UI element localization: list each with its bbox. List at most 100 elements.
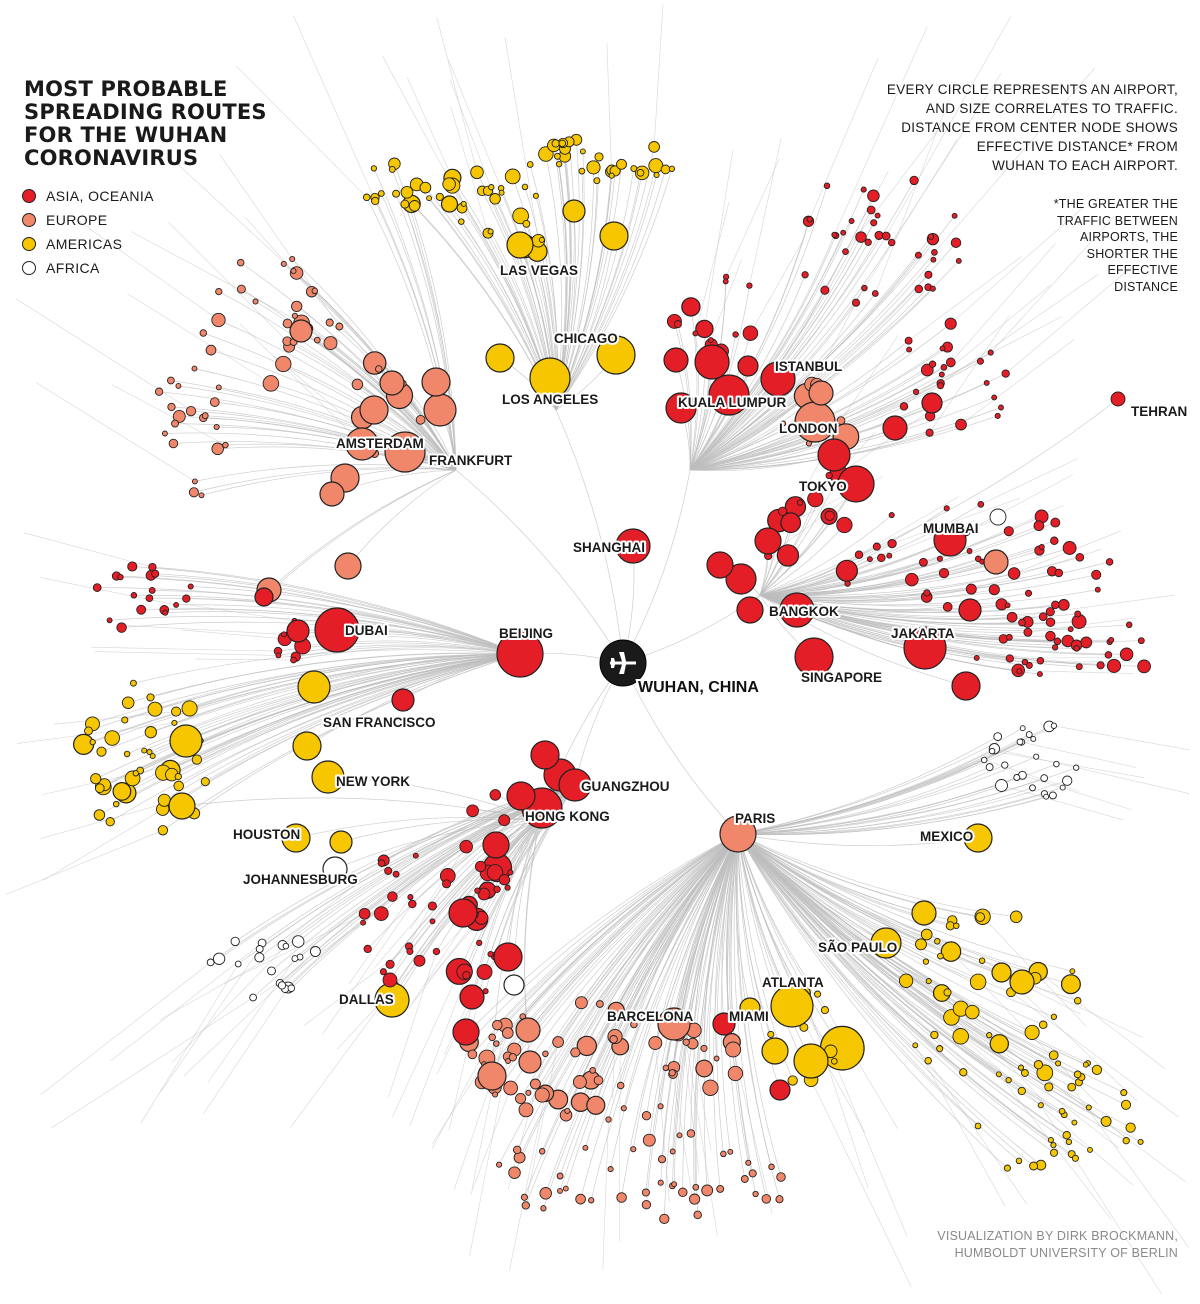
airport-node-americas <box>991 962 1012 983</box>
airport-node-asia <box>860 186 867 193</box>
route-line <box>555 172 641 411</box>
airport-node-asia <box>921 392 943 414</box>
route-line <box>468 833 739 1043</box>
airport-node-asia <box>1075 663 1083 671</box>
legend-item-europe: EUROPE <box>22 208 154 232</box>
route-line <box>689 235 887 471</box>
route-line <box>727 833 746 1180</box>
city-label: MIAMI <box>729 1009 769 1024</box>
route-line <box>737 766 990 835</box>
airport-node-africa <box>1048 791 1057 800</box>
route-line <box>689 235 880 471</box>
airport-node-asia <box>1110 391 1126 407</box>
city-label-layer: SHANGHAI BEIJING GUANGZHOU HONG KONG PARIS DU… <box>231 261 1189 1026</box>
airport-node-americas <box>1087 1146 1093 1153</box>
airport-node-asia <box>360 919 367 926</box>
airport-node-asia <box>1016 668 1023 675</box>
route-line <box>182 653 521 799</box>
route-line <box>689 236 932 471</box>
airport-node-americas <box>460 200 467 207</box>
airport-node-americas <box>112 800 120 808</box>
airport-node-asia <box>777 506 788 516</box>
airport-node-europe <box>582 1144 589 1151</box>
airport-node-asia <box>905 572 919 587</box>
city-label: BEIJING <box>499 626 553 641</box>
airport-node-americas <box>1071 1154 1079 1162</box>
airport-node-asia <box>951 671 981 701</box>
airport-node-asia <box>801 271 809 279</box>
airport-node-americas <box>814 990 822 998</box>
route-line <box>128 652 521 704</box>
route-line <box>16 722 175 744</box>
airport-node-americas <box>90 773 102 785</box>
route-line <box>178 653 521 787</box>
airport-node-americas <box>329 830 353 854</box>
airport-node-europe <box>776 1172 786 1182</box>
airport-node-americas <box>1003 1164 1011 1172</box>
route-line <box>759 514 892 596</box>
footnote-line: TRAFFIC BETWEEN <box>1056 213 1178 228</box>
airport-node-americas <box>963 823 993 853</box>
route-line <box>51 997 254 1129</box>
airport-node-americas <box>149 753 156 760</box>
airport-node-asia <box>489 789 502 801</box>
airport-node-africa <box>230 936 240 947</box>
airport-node-asia <box>882 415 908 441</box>
airport-node-asia <box>903 626 947 670</box>
airport-node-asia <box>1006 611 1018 623</box>
route-line <box>840 335 899 421</box>
airport-node-americas <box>191 754 203 765</box>
airport-node-asia <box>870 219 878 227</box>
airport-node-asia <box>754 527 782 555</box>
route-line <box>885 16 1012 237</box>
route-line <box>514 833 739 1173</box>
airport-node-americas <box>1065 1138 1073 1146</box>
airport-node-europe <box>720 1150 727 1158</box>
airport-node-europe <box>557 1187 563 1194</box>
airport-node-asia <box>385 959 395 969</box>
airport-node-europe <box>752 1190 759 1198</box>
airport-node-europe <box>345 427 379 461</box>
airport-node-asia <box>506 781 536 811</box>
airport-node-europe <box>669 1148 676 1155</box>
airport-node-europe <box>668 1069 676 1077</box>
route-line <box>447 784 576 877</box>
route-line <box>737 833 979 847</box>
airport-node-asia <box>706 551 734 579</box>
route-line <box>509 1093 546 1272</box>
airport-node-asia <box>382 972 398 988</box>
airport-node-asia <box>1045 607 1055 617</box>
city-label: MEXICO <box>920 829 973 844</box>
route-line <box>737 764 1005 835</box>
route-line <box>99 653 521 816</box>
route-line <box>522 833 739 1017</box>
airport-node-asia <box>1021 658 1029 666</box>
route-line <box>673 833 739 1185</box>
route-line <box>111 384 226 446</box>
route-line <box>737 833 1034 1167</box>
airport-node-americas <box>924 1056 932 1065</box>
airport-node-americas <box>129 679 137 687</box>
airport-node-europe <box>616 1192 627 1203</box>
route-line <box>737 787 1063 835</box>
route-line <box>759 504 981 596</box>
airport-node-americas <box>986 1032 993 1039</box>
airport-node-asia <box>888 512 895 519</box>
route-line <box>602 1119 609 1270</box>
footnote-line: *THE GREATER THE <box>1053 197 1178 211</box>
route-line <box>404 203 457 471</box>
airport-node-asia <box>373 906 389 921</box>
airport-node-americas <box>915 938 927 951</box>
airport-node-americas <box>498 189 505 196</box>
route-line <box>23 532 153 568</box>
airport-node-europe <box>607 1001 625 1020</box>
route-line <box>737 833 1070 1143</box>
airport-node-asia <box>794 637 834 677</box>
route-line <box>891 73 1002 243</box>
airport-node-americas <box>141 747 148 754</box>
airport-node-europe <box>215 384 222 391</box>
route-line <box>730 833 756 1195</box>
airport-node-asia <box>927 233 935 240</box>
route-line <box>737 726 1050 835</box>
airport-node-europe <box>745 1159 752 1166</box>
